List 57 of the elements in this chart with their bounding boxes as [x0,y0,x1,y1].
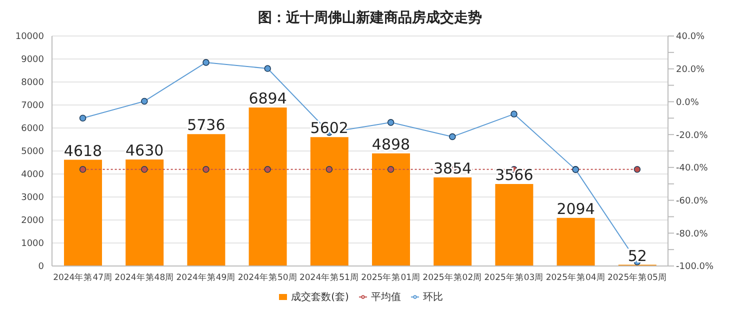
y-tick-label: 6000 [21,124,44,134]
point [202,59,210,66]
x-tick-label: 2024年第50周 [238,272,298,284]
point [79,114,86,122]
x-tick-label: 2025年第01周 [361,272,421,284]
chart-title: 图：近十周佛山新建商品房成交走势 [257,8,483,28]
y-tick-label: 9000 [21,55,44,66]
point [141,98,148,105]
y-tick-label: 4000 [21,170,44,180]
y-tick-label: 5000 [21,147,44,158]
y2-tick-label: -20.0% [676,130,708,141]
point [264,65,271,72]
bar [434,177,472,266]
x-tick-label: 2024年第49周 [176,272,236,284]
data-label: 3854 [434,159,472,178]
bar [372,153,410,266]
x-tick-label: 2025年第03周 [484,272,544,284]
y2-tick-label: -100.0% [676,262,714,272]
point [449,133,456,140]
y2-tick-label: 20.0% [676,65,706,76]
point [387,119,394,126]
bar [187,134,226,266]
bar [126,160,164,266]
y2-tick-label: -60.0% [676,196,708,206]
data-label: 4898 [372,135,410,154]
x-tick-label: 2024年第47周 [53,272,113,284]
bar [310,137,348,266]
y2-tick-label: -40.0% [676,164,708,174]
point [510,110,518,118]
y-tick-label: 1000 [21,239,44,250]
x-tick-label: 2024年第51周 [299,272,359,284]
data-label: 5736 [187,116,226,134]
data-label: 6894 [248,89,287,108]
x-tick-label: 2025年第04周 [546,272,606,284]
y2-tick-label: 40.0% [676,32,706,42]
data-label: 4618 [64,142,102,160]
y-tick-label: 10000 [15,32,44,42]
legend-label: 环比 [422,292,443,303]
y2-tick-label: 0.0% [676,98,700,108]
legend-label: 平均值 [370,292,401,303]
bar [248,107,287,266]
y-tick-label: 8000 [21,78,44,88]
y2-tick-label: -80.0% [676,229,708,240]
data-label: 3566 [495,166,534,184]
x-tick-label: 2025年第02周 [422,272,482,284]
x-tick-label: 2024年第48周 [114,272,174,284]
y-tick-label: 2000 [21,216,44,226]
bar [556,218,595,266]
data-label: 2094 [556,200,595,218]
y-tick-label: 0 [38,262,44,272]
legend-label: 成交套数(套) [291,292,349,303]
bar [64,160,102,266]
bar [495,184,534,266]
y-tick-label: 3000 [21,193,44,204]
x-tick-label: 2025年第05周 [607,272,667,284]
data-label: 4630 [126,142,164,160]
y-tick-label: 7000 [21,101,44,112]
